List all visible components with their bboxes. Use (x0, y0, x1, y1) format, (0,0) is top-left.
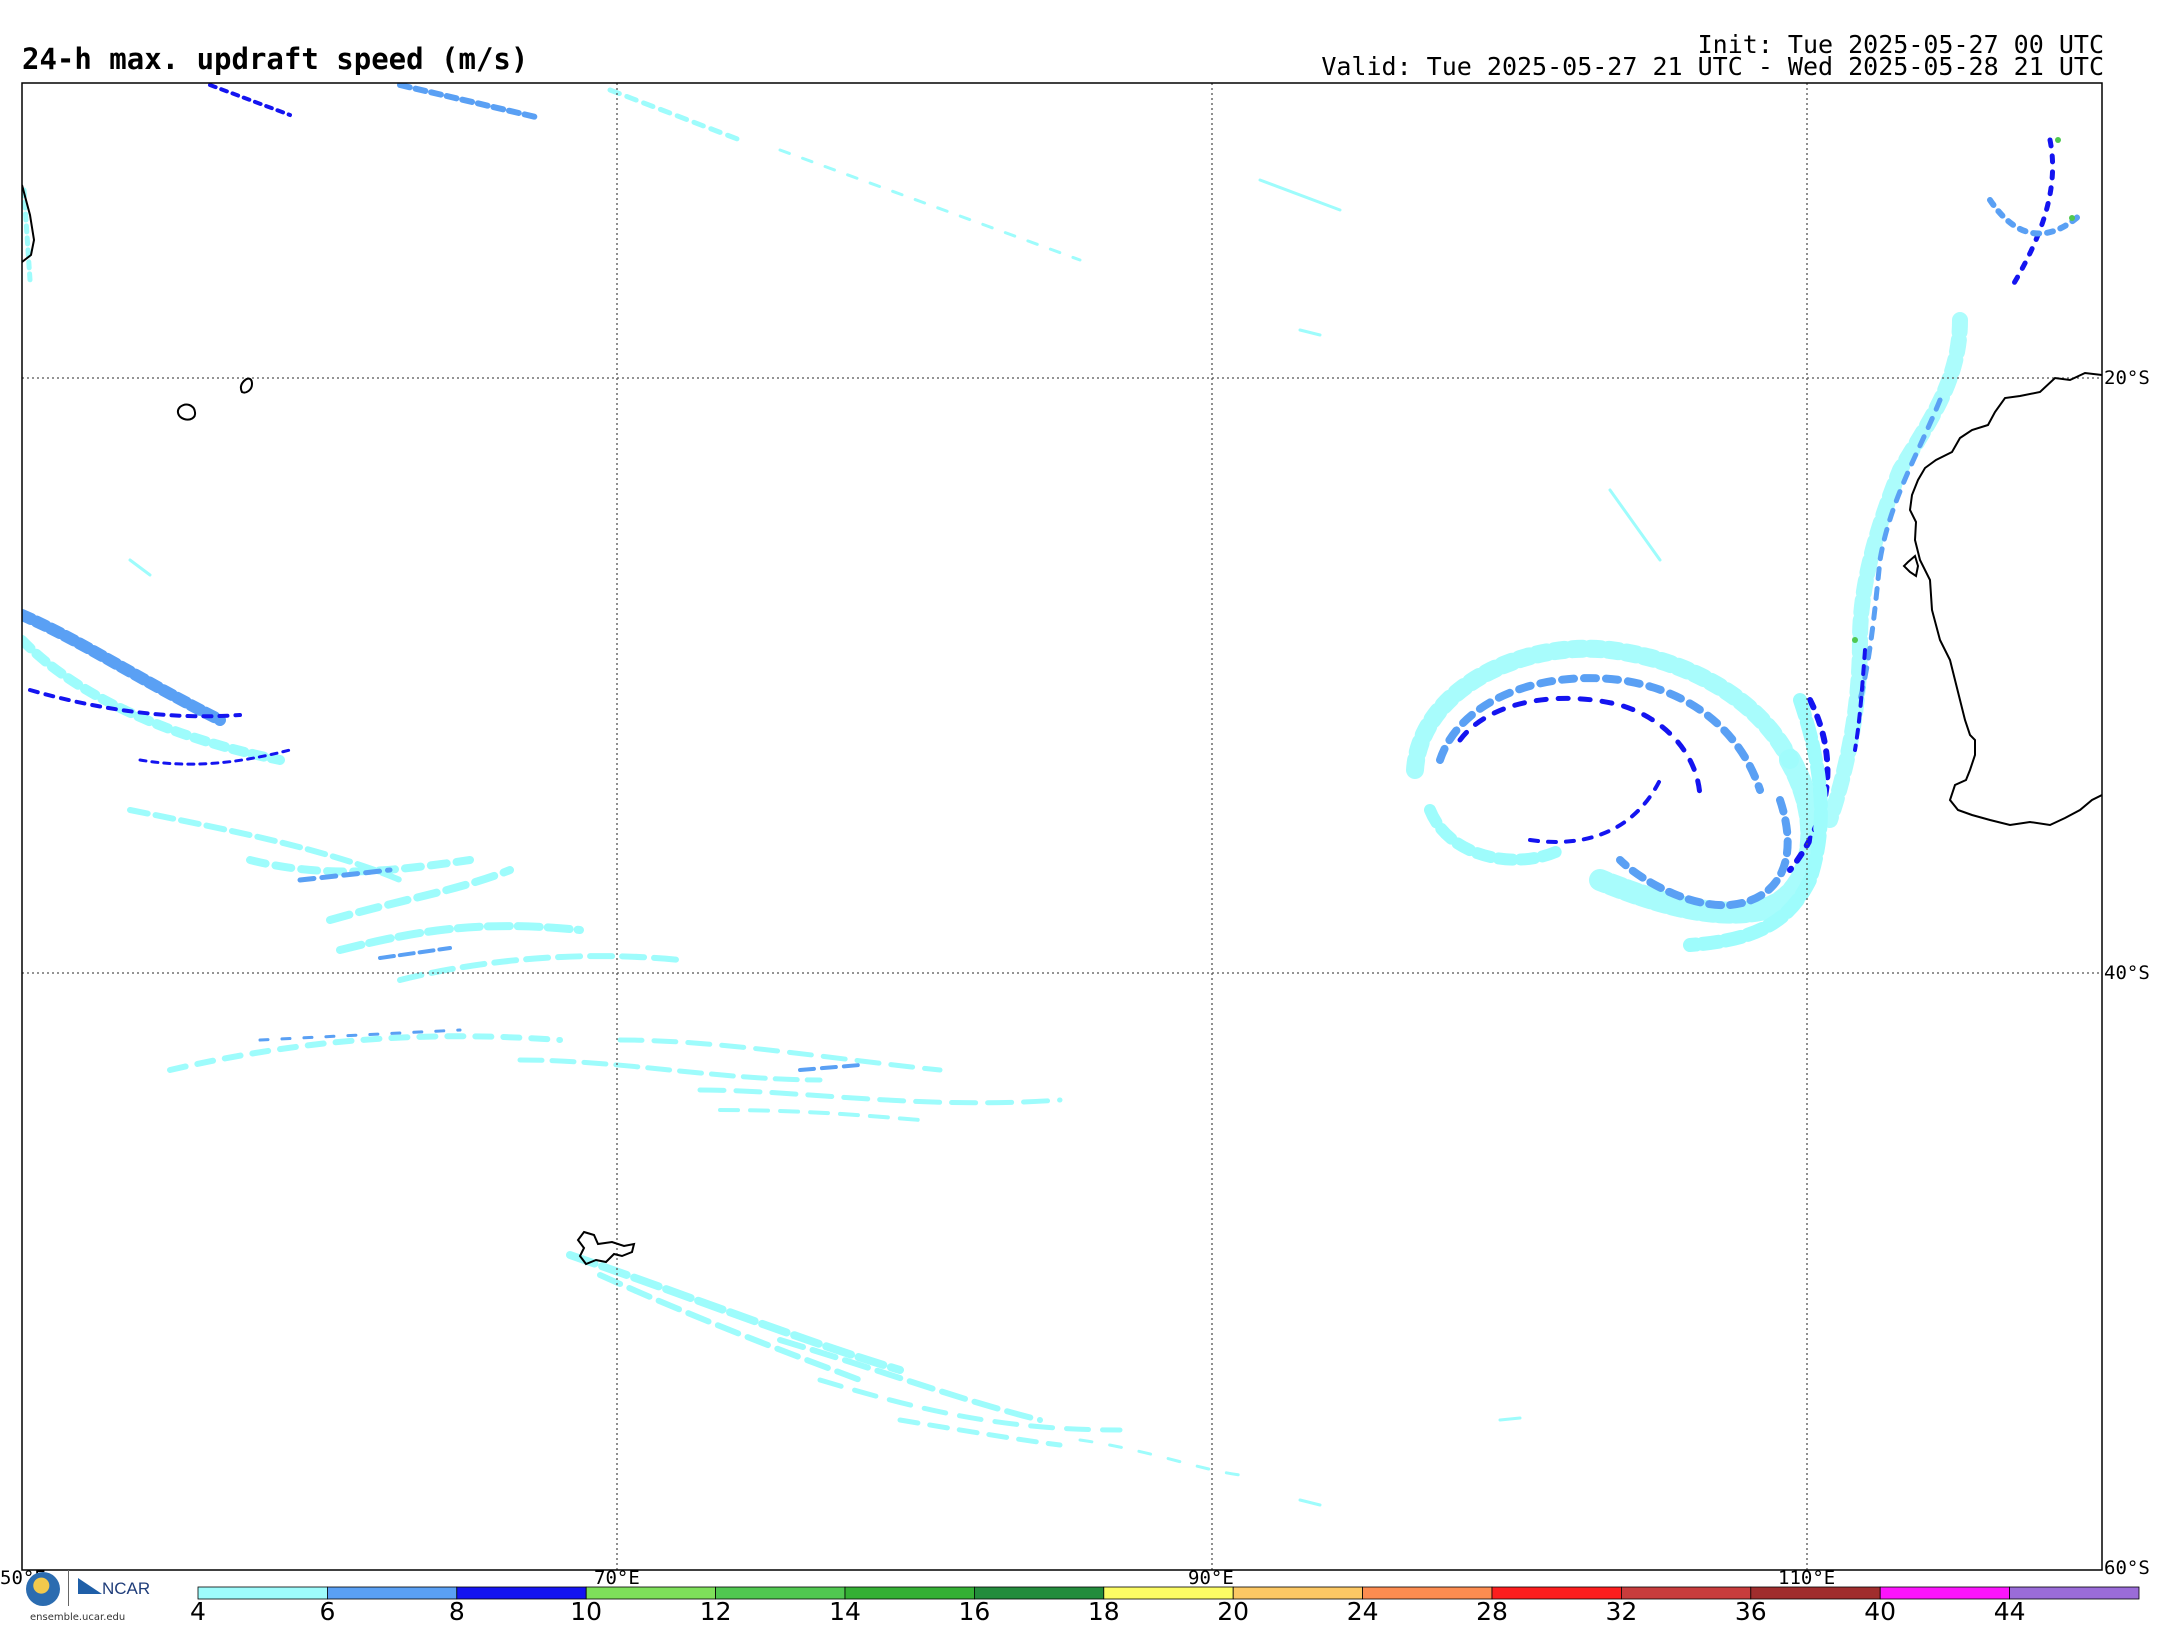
colorbar-tick-label: 32 (1605, 1597, 1637, 1626)
colorbar-box (1491, 1586, 1622, 1600)
colorbar-tick-label: 8 (449, 1597, 465, 1626)
lat-label-40s: 40°S (2104, 962, 2150, 984)
colorbar-box (715, 1586, 846, 1600)
colorbar-tick-label: 40 (1864, 1597, 1896, 1626)
colorbar-box (1621, 1586, 1752, 1600)
reunion-outline (176, 403, 197, 421)
colorbar-box (1232, 1586, 1363, 1600)
map-title: 24-h max. updraft speed (m/s) (22, 42, 529, 76)
colorbar-tick-label: 44 (1994, 1597, 2026, 1626)
valid-time: Valid: Tue 2025-05-27 21 UTC - Wed 2025-… (1321, 52, 2104, 81)
colorbar-box (326, 1586, 458, 1600)
colorbar-tick-label: 6 (319, 1597, 335, 1626)
colorbar-box (1750, 1586, 1881, 1600)
kerguelen-outline (576, 1230, 636, 1266)
colorbar: 4 6 8 10 12 14 16 18 20 24 28 32 36 40 44 (190, 1586, 2140, 1626)
logo-divider (68, 1570, 69, 1606)
colorbar-tick-label: 36 (1735, 1597, 1767, 1626)
ncar-mark-icon (78, 1578, 102, 1594)
colorbar-tick-label: 4 (190, 1597, 206, 1626)
init-time: Init: Tue 2025-05-27 00 UTC (1697, 30, 2104, 59)
updraft-field (22, 83, 2083, 1507)
colorbar-box (585, 1586, 717, 1600)
colorbar-tick-label: 14 (829, 1597, 861, 1626)
nsf-seal-icon (26, 1572, 60, 1606)
southwest-band (22, 609, 1063, 1122)
lon-label-70e: 70°E (594, 1567, 640, 1589)
northwest-streaks (22, 83, 1082, 283)
shark-bay-coast (1902, 554, 1920, 578)
colorbar-box (456, 1586, 587, 1600)
colorbar-box (974, 1586, 1105, 1600)
colorbar-box (1103, 1586, 1234, 1600)
colorbar-tick-label: 18 (1088, 1597, 1120, 1626)
cyclone-swirl (1406, 639, 1831, 952)
colorbar-box (197, 1586, 328, 1600)
colorbar-tick-label: 16 (958, 1597, 990, 1626)
graticule (22, 83, 2102, 1570)
lon-label-90e: 90°E (1188, 1567, 1234, 1589)
coastlines (22, 184, 2102, 1266)
colorbar-tick-label: 10 (570, 1597, 602, 1626)
colorbar-tick-label: 28 (1476, 1597, 1508, 1626)
scattered-cells (128, 178, 1662, 1422)
ncar-logo: NCAR ensemble.ucar.edu (22, 1568, 162, 1624)
ncar-wordmark: NCAR (102, 1579, 151, 1598)
mauritius-outline (239, 377, 254, 394)
colorbar-tick-label: 20 (1217, 1597, 1249, 1626)
colorbar-box (1879, 1586, 2010, 1600)
madagascar-coast (22, 184, 36, 263)
colorbar-box (2009, 1586, 2140, 1600)
australia-coast (1908, 371, 2102, 827)
coastal-band (1822, 137, 2083, 828)
lat-label-60s: 60°S (2104, 1557, 2150, 1579)
lat-label-20s: 20°S (2104, 367, 2150, 389)
site-url: ensemble.ucar.edu (30, 1612, 126, 1623)
kerguelen-band (566, 1251, 1322, 1507)
colorbar-box (844, 1586, 975, 1600)
colorbar-tick-label: 12 (700, 1597, 732, 1626)
colorbar-box (1362, 1586, 1493, 1600)
colorbar-tick-label: 24 (1347, 1597, 1379, 1626)
lon-label-110e: 110°E (1778, 1567, 1835, 1589)
map-frame (21, 82, 2103, 1571)
